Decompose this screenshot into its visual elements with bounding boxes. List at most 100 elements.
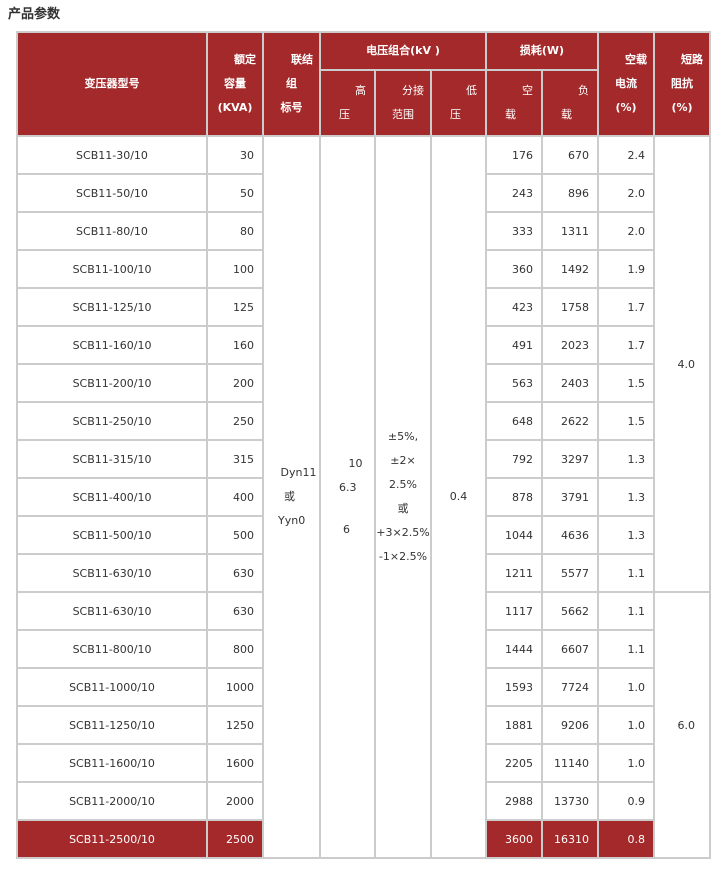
header-capacity: 额定 容量 (KVA) bbox=[206, 31, 264, 137]
cell-noload-loss: 1044 bbox=[485, 515, 543, 555]
cell-model: SCB11-30/10 bbox=[16, 135, 208, 175]
cell-load-loss: 896 bbox=[541, 173, 599, 213]
cell-noload-current: 1.3 bbox=[597, 439, 655, 479]
cell-capacity: 100 bbox=[206, 249, 264, 289]
cell-noload-current: 0.8 bbox=[597, 819, 655, 859]
cell-model: SCB11-2000/10 bbox=[16, 781, 208, 821]
cell-load-loss: 1492 bbox=[541, 249, 599, 289]
table-row: SCB11-80/10 80 333 1311 2.0 bbox=[16, 211, 710, 251]
cell-tap-range: ±5%, ±2× 2.5% 或 +3×2.5% -1×2.5% bbox=[374, 135, 432, 859]
cell-noload-loss: 360 bbox=[485, 249, 543, 289]
cell-noload-current: 1.5 bbox=[597, 363, 655, 403]
cell-model: SCB11-1000/10 bbox=[16, 667, 208, 707]
cell-noload-current: 2.0 bbox=[597, 211, 655, 251]
table-row: SCB11-630/10 630 1117 5662 1.1 6.0 bbox=[16, 591, 711, 859]
cell-noload-current: 1.1 bbox=[597, 629, 655, 669]
cell-capacity: 800 bbox=[206, 629, 264, 669]
cell-noload-loss: 176 bbox=[485, 135, 543, 175]
cell-capacity: 630 bbox=[206, 553, 264, 593]
table-row: SCB11-160/10 160 491 2023 1.7 bbox=[16, 325, 710, 365]
header-tap: 分接 范围 bbox=[374, 69, 432, 137]
cell-load-loss: 7724 bbox=[541, 667, 599, 707]
cell-load-loss: 2403 bbox=[541, 363, 599, 403]
cell-capacity: 2500 bbox=[206, 819, 264, 859]
header-load: 负载 bbox=[541, 69, 599, 137]
cell-capacity: 80 bbox=[206, 211, 264, 251]
cell-noload-loss: 563 bbox=[485, 363, 543, 403]
cell-model: SCB11-1250/10 bbox=[16, 705, 208, 745]
cell-noload-loss: 1211 bbox=[485, 553, 543, 593]
table-row: SCB11-315/10 315 792 3297 1.3 bbox=[16, 439, 710, 479]
cell-noload-current: 1.1 bbox=[597, 591, 655, 631]
cell-hv: 10 6.3 6 bbox=[319, 135, 376, 859]
cell-noload-loss: 423 bbox=[485, 287, 543, 327]
cell-load-loss: 16310 bbox=[541, 819, 599, 859]
cell-capacity: 1000 bbox=[206, 667, 264, 707]
cell-noload-loss: 1444 bbox=[485, 629, 543, 669]
cell-connection: Dyn11 或 Yyn0 bbox=[262, 135, 321, 859]
cell-model: SCB11-2500/10 bbox=[16, 819, 208, 859]
cell-noload-current: 2.4 bbox=[597, 135, 655, 175]
cell-load-loss: 4636 bbox=[541, 515, 599, 555]
table-row: SCB11-30/10 30 Dyn11 或 Yyn0 10 6.3 6 ±5%, ±2× 2.5%… bbox=[16, 135, 711, 859]
cell-noload-loss: 1117 bbox=[485, 591, 543, 631]
section-title: 产品参数 bbox=[8, 7, 61, 22]
cell-noload-loss: 648 bbox=[485, 401, 543, 441]
cell-load-loss: 9206 bbox=[541, 705, 599, 745]
cell-model: SCB11-80/10 bbox=[16, 211, 208, 251]
cell-noload-current: 1.0 bbox=[597, 705, 655, 745]
cell-noload-loss: 1593 bbox=[485, 667, 543, 707]
cell-load-loss: 6607 bbox=[541, 629, 599, 669]
cell-model: SCB11-1600/10 bbox=[16, 743, 208, 783]
cell-load-loss: 11140 bbox=[541, 743, 599, 783]
cell-capacity: 315 bbox=[206, 439, 264, 479]
cell-model: SCB11-200/10 bbox=[16, 363, 208, 403]
cell-noload-current: 0.9 bbox=[597, 781, 655, 821]
cell-capacity: 30 bbox=[206, 135, 264, 175]
cell-capacity: 1600 bbox=[206, 743, 264, 783]
cell-capacity: 630 bbox=[206, 591, 264, 631]
cell-model: SCB11-400/10 bbox=[16, 477, 208, 517]
cell-load-loss: 13730 bbox=[541, 781, 599, 821]
cell-noload-current: 1.3 bbox=[597, 515, 655, 555]
cell-load-loss: 670 bbox=[541, 135, 599, 175]
table-row: SCB11-800/10 800 1444 6607 1.1 bbox=[16, 629, 710, 669]
header-current: 空载 电流 (%) bbox=[597, 31, 655, 137]
cell-noload-loss: 491 bbox=[485, 325, 543, 365]
cell-model: SCB11-160/10 bbox=[16, 325, 208, 365]
header-loss: 损耗(W) bbox=[485, 31, 599, 71]
cell-load-loss: 2023 bbox=[541, 325, 599, 365]
header-hv: 高压 bbox=[319, 69, 376, 137]
table-row: SCB11-1250/10 1250 1881 9206 1.0 bbox=[16, 705, 710, 745]
header-impedance: 短路 阻抗 (%) bbox=[653, 31, 711, 137]
cell-model: SCB11-250/10 bbox=[16, 401, 208, 441]
cell-impedance: 4.0 bbox=[653, 135, 711, 593]
header-voltage: 电压组合(kV ) bbox=[319, 31, 487, 71]
cell-noload-current: 1.5 bbox=[597, 401, 655, 441]
cell-noload-loss: 2988 bbox=[485, 781, 543, 821]
cell-noload-loss: 1881 bbox=[485, 705, 543, 745]
cell-noload-current: 1.0 bbox=[597, 743, 655, 783]
cell-impedance: 6.0 bbox=[653, 591, 711, 859]
cell-load-loss: 3791 bbox=[541, 477, 599, 517]
cell-capacity: 500 bbox=[206, 515, 264, 555]
table-row: SCB11-2000/10 2000 2988 13730 0.9 bbox=[16, 781, 710, 821]
cell-noload-loss: 2205 bbox=[485, 743, 543, 783]
cell-noload-loss: 333 bbox=[485, 211, 543, 251]
table-row: SCB11-200/10 200 563 2403 1.5 bbox=[16, 363, 710, 403]
cell-model: SCB11-315/10 bbox=[16, 439, 208, 479]
cell-capacity: 160 bbox=[206, 325, 264, 365]
cell-noload-current: 1.3 bbox=[597, 477, 655, 517]
cell-model: SCB11-50/10 bbox=[16, 173, 208, 213]
cell-noload-current: 1.1 bbox=[597, 553, 655, 593]
table-row: SCB11-630/10 630 1211 5577 1.1 bbox=[16, 553, 710, 593]
cell-noload-loss: 792 bbox=[485, 439, 543, 479]
table-row: SCB11-500/10 500 1044 4636 1.3 bbox=[16, 515, 710, 555]
cell-model: SCB11-630/10 bbox=[16, 591, 208, 631]
cell-model: SCB11-500/10 bbox=[16, 515, 208, 555]
cell-capacity: 200 bbox=[206, 363, 264, 403]
cell-noload-loss: 878 bbox=[485, 477, 543, 517]
cell-load-loss: 1311 bbox=[541, 211, 599, 251]
header-lv: 低压 bbox=[430, 69, 487, 137]
cell-capacity: 125 bbox=[206, 287, 264, 327]
